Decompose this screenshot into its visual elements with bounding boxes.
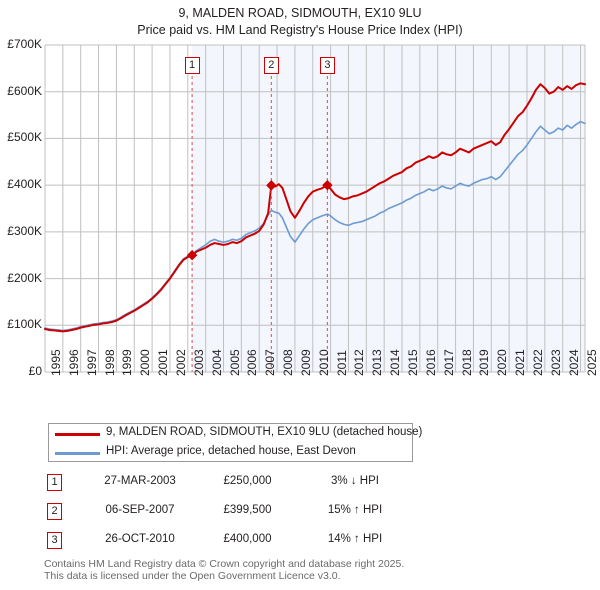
sale-delta-3: 14% ↑ HPI xyxy=(327,533,383,545)
x-tick-label: 2010 xyxy=(316,349,331,376)
sale-date-3: 26-OCT-2010 xyxy=(105,533,175,545)
sale-point-1 xyxy=(186,250,198,261)
sale-delta-1: 3% ↓ HPI xyxy=(331,475,379,487)
x-tick-label: 2014 xyxy=(388,349,403,376)
copyright-footer: Contains HM Land Registry data © Crown c… xyxy=(44,558,584,582)
copyright-line-1: Contains HM Land Registry data © Crown c… xyxy=(44,558,405,570)
table-row: 2 06-SEP-2007 £399,500 15% ↑ HPI xyxy=(0,503,600,531)
x-tick-label: 1998 xyxy=(102,349,117,376)
x-tick-label: 2019 xyxy=(477,349,492,376)
sale-marker-badge-1: 1 xyxy=(184,57,200,74)
x-tick-label: 2011 xyxy=(334,350,349,376)
y-tick-label: £700K xyxy=(7,37,42,51)
x-tick-label: 2018 xyxy=(459,349,474,376)
x-tick-label: 2025 xyxy=(584,349,599,376)
page-title: 9, MALDEN ROAD, SIDMOUTH, EX10 9LU xyxy=(178,6,422,20)
chart-title-block: 9, MALDEN ROAD, SIDMOUTH, EX10 9LU Price… xyxy=(0,5,600,39)
sale-badge-1: 1 xyxy=(47,474,62,491)
y-tick-label: £200K xyxy=(7,270,42,285)
copyright-line-2: This data is licensed under the Open Gov… xyxy=(44,570,341,582)
x-tick-label: 2022 xyxy=(530,349,545,376)
legend-item-property: 9, MALDEN ROAD, SIDMOUTH, EX10 9LU (deta… xyxy=(49,425,422,443)
sale-badge-2: 2 xyxy=(47,503,62,520)
x-tick-label: 2017 xyxy=(441,349,456,376)
table-row: 1 27-MAR-2003 £250,000 3% ↓ HPI xyxy=(0,474,600,502)
x-tick-label: 2020 xyxy=(495,349,510,376)
x-tick-label: 2007 xyxy=(263,349,278,376)
sale-date-2: 06-SEP-2007 xyxy=(105,504,175,516)
legend-item-hpi: HPI: Average price, detached house, East… xyxy=(49,444,412,462)
sale-marker-badge-3: 3 xyxy=(319,57,335,74)
y-tick-label: £600K xyxy=(7,83,42,98)
x-tick-label: 1995 xyxy=(49,349,63,376)
table-row: 3 26-OCT-2010 £400,000 14% ↑ HPI xyxy=(0,532,600,560)
x-tick-label: 2009 xyxy=(298,349,313,376)
y-tick-label: £300K xyxy=(7,223,42,238)
legend-swatch-hpi-icon xyxy=(55,452,100,455)
x-tick-label: 2004 xyxy=(209,349,224,376)
sale-badge-3: 3 xyxy=(47,532,62,549)
chart-legend: 9, MALDEN ROAD, SIDMOUTH, EX10 9LU (deta… xyxy=(48,423,422,462)
sale-point-2 xyxy=(266,180,277,191)
sale-price-1: £250,000 xyxy=(223,475,272,487)
x-tick-label: 1996 xyxy=(66,349,81,376)
sale-delta-2: 15% ↑ HPI xyxy=(327,504,383,516)
x-tick-label: 2016 xyxy=(423,349,438,376)
legend-swatch-property-icon xyxy=(55,433,100,436)
sale-marker-badge-2: 2 xyxy=(263,57,279,74)
x-tick-label: 2001 xyxy=(156,349,171,376)
y-tick-label: £400K xyxy=(7,177,42,192)
x-tick-label: 2012 xyxy=(352,349,367,376)
x-tick-label: 2023 xyxy=(548,349,563,376)
sale-point-3 xyxy=(322,179,333,191)
x-tick-label: 1997 xyxy=(84,349,99,376)
x-tick-label: 2013 xyxy=(370,349,385,376)
chart-subtitle: Price paid vs. HM Land Registry's House … xyxy=(137,23,463,37)
legend-label-hpi: HPI: Average price, detached house, East… xyxy=(106,445,356,457)
y-tick-label: £100K xyxy=(7,317,42,332)
sale-price-3: £400,000 xyxy=(223,533,272,545)
x-tick-label: 2021 xyxy=(513,349,528,376)
legend-label-property: 9, MALDEN ROAD, SIDMOUTH, EX10 9LU (deta… xyxy=(106,426,423,438)
sale-date-1: 27-MAR-2003 xyxy=(104,475,176,487)
series-line-property xyxy=(44,82,586,333)
x-tick-label: 2002 xyxy=(173,349,188,376)
sale-price-2: £399,500 xyxy=(223,504,272,516)
x-tick-label: 2008 xyxy=(281,349,296,376)
x-tick-label: 2000 xyxy=(138,349,153,376)
y-tick-label: £0 xyxy=(28,364,42,378)
x-tick-label: 2003 xyxy=(191,349,206,376)
x-tick-label: 2024 xyxy=(566,349,581,376)
x-tick-label: 2005 xyxy=(227,349,242,376)
x-tick-label: 1999 xyxy=(120,349,135,376)
y-tick-label: £500K xyxy=(7,130,42,145)
x-tick-label: 2006 xyxy=(245,349,260,376)
x-tick-label: 2015 xyxy=(406,349,421,376)
